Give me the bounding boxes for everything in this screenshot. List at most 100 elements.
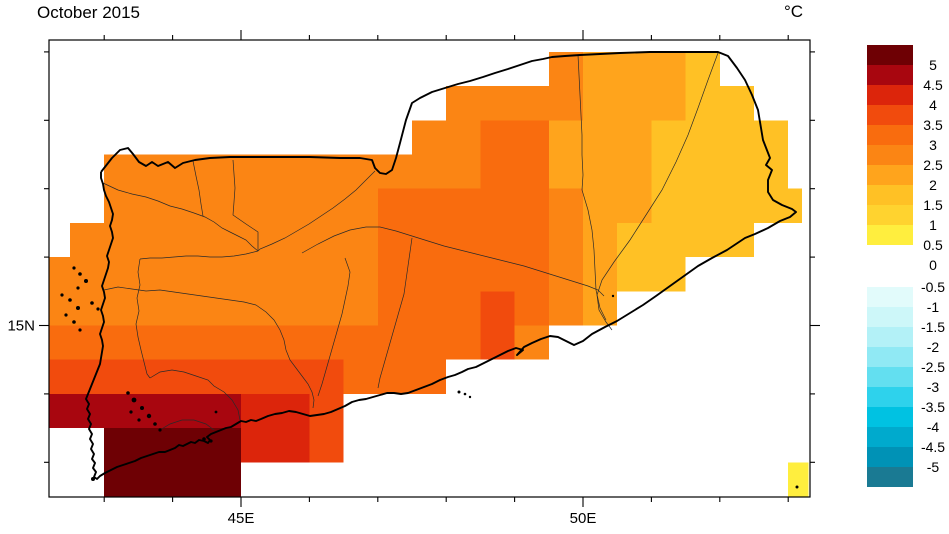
x-axis-tick-label: 45E bbox=[228, 510, 255, 527]
grid-cell bbox=[220, 291, 255, 326]
grid-cell bbox=[206, 154, 241, 189]
island-dot bbox=[214, 410, 218, 414]
figure-title: October 2015 bbox=[37, 3, 141, 22]
grid-cell bbox=[412, 359, 447, 394]
grid-cell bbox=[548, 120, 583, 155]
colorbar-cool-band bbox=[867, 427, 913, 447]
grid-cell bbox=[446, 86, 481, 121]
grid-cell bbox=[241, 188, 276, 223]
grid-cell bbox=[548, 154, 583, 189]
island-dot bbox=[131, 397, 137, 403]
grid-cell bbox=[412, 257, 447, 292]
grid-cell bbox=[412, 120, 447, 155]
grid-cell bbox=[651, 86, 686, 121]
grid-cell bbox=[241, 393, 276, 429]
grid-cell bbox=[685, 86, 720, 121]
grid-cell bbox=[685, 51, 720, 87]
colorbar-label: -1 bbox=[927, 299, 940, 315]
island-dot bbox=[158, 428, 162, 432]
grid-cell bbox=[343, 188, 378, 223]
grid-cell bbox=[514, 222, 549, 258]
admin-boundary-line bbox=[102, 182, 259, 252]
grid-cell bbox=[172, 462, 207, 497]
grid-cell bbox=[186, 325, 221, 360]
grid-cell bbox=[275, 428, 310, 463]
admin-boundary-line bbox=[301, 226, 605, 297]
grid-cell bbox=[172, 222, 207, 258]
grid-cell bbox=[480, 291, 515, 326]
grid-cell bbox=[583, 188, 618, 223]
admin-boundary-line bbox=[596, 52, 719, 331]
grid-cell bbox=[83, 257, 118, 292]
island-dot bbox=[795, 485, 799, 489]
island-dot bbox=[91, 477, 95, 481]
grid-cell bbox=[651, 120, 686, 155]
grid-cell bbox=[377, 291, 412, 326]
x-axis-tick-label: 50E bbox=[570, 510, 597, 527]
grid-cell bbox=[412, 154, 447, 189]
island-dot bbox=[72, 266, 76, 270]
grid-cell bbox=[323, 359, 344, 394]
colorbar-label: -3.5 bbox=[921, 399, 945, 415]
admin-boundary-line bbox=[232, 159, 259, 251]
admin-boundary-line bbox=[135, 258, 151, 379]
colorbar-warm-band bbox=[867, 65, 913, 85]
grid-cell bbox=[617, 257, 652, 292]
island-dot bbox=[140, 406, 144, 410]
grid-cell bbox=[617, 188, 652, 223]
grid-cell bbox=[104, 462, 139, 497]
grid-cell bbox=[651, 51, 686, 87]
colorbar-label: -2 bbox=[927, 339, 940, 355]
admin-boundary-line bbox=[149, 369, 241, 421]
colorbar-warm-band bbox=[867, 45, 913, 65]
grid-cell bbox=[617, 222, 652, 258]
grid-cell bbox=[548, 222, 583, 258]
admin-boundary-line bbox=[192, 160, 204, 217]
grid-cell bbox=[651, 222, 686, 258]
grid-cell bbox=[514, 154, 549, 189]
island-dot bbox=[76, 286, 80, 290]
grid-cell bbox=[480, 325, 515, 360]
colorbar-cool-band bbox=[867, 407, 913, 427]
grid-cell bbox=[152, 291, 187, 326]
grid-cell bbox=[391, 325, 426, 360]
grid-cell bbox=[548, 188, 583, 223]
grid-cell bbox=[241, 154, 276, 189]
grid-cell bbox=[583, 51, 618, 87]
grid-cell bbox=[685, 154, 720, 189]
colorbar-label: -4.5 bbox=[921, 439, 945, 455]
grid-cell bbox=[49, 325, 84, 360]
grid-cell bbox=[309, 188, 344, 223]
grid-cell bbox=[514, 291, 549, 326]
grid-cell bbox=[446, 257, 481, 292]
grid-cell bbox=[377, 257, 412, 292]
colorbar-unit-label: °C bbox=[784, 2, 804, 21]
colorbar-cool-band bbox=[867, 327, 913, 347]
grid-cell bbox=[254, 325, 289, 360]
grid-cell bbox=[514, 120, 549, 155]
grid-cell bbox=[104, 154, 139, 189]
grid-cell bbox=[514, 86, 549, 121]
grid-cell bbox=[152, 257, 187, 292]
colorbar-label: 1 bbox=[929, 217, 937, 233]
grid-cell bbox=[651, 257, 686, 292]
grid-cell bbox=[288, 257, 324, 292]
island-dot bbox=[90, 301, 94, 305]
grid-cell bbox=[323, 325, 358, 360]
grid-cell bbox=[117, 325, 153, 360]
island-dot bbox=[468, 395, 472, 399]
colorbar-cool-band bbox=[867, 387, 913, 407]
grid-cell bbox=[719, 154, 754, 189]
grid-cell bbox=[788, 188, 802, 223]
island-dot bbox=[137, 418, 141, 422]
admin-boundary-line bbox=[139, 250, 259, 260]
grid-cell bbox=[288, 325, 324, 360]
grid-cell bbox=[685, 120, 720, 155]
grid-cell bbox=[446, 120, 481, 155]
grid-cell bbox=[288, 291, 324, 326]
grid-cell bbox=[220, 257, 255, 292]
grid-cell bbox=[152, 325, 187, 360]
grid-cell bbox=[480, 257, 515, 292]
grid-cell bbox=[788, 462, 809, 497]
